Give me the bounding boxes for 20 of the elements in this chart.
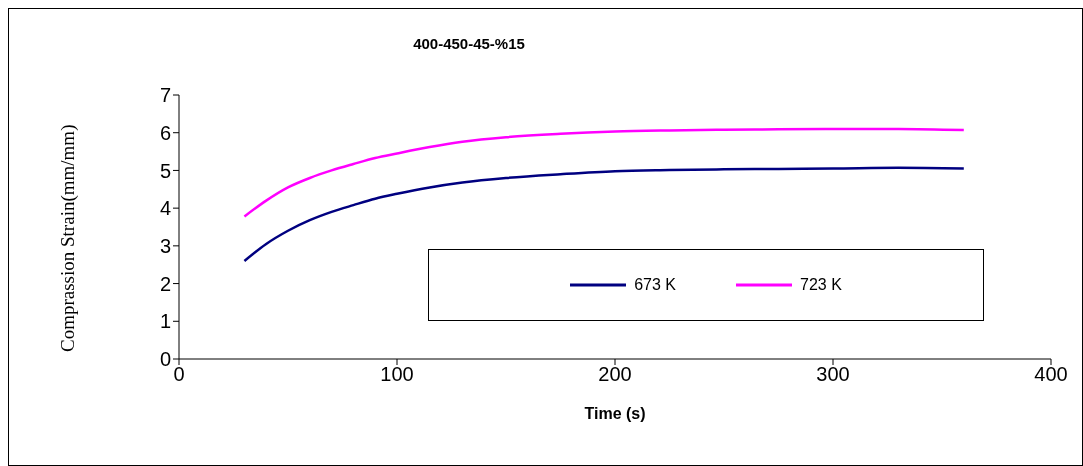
chart-title: 400-450-45-%15: [412, 35, 526, 52]
x-tick-label: 0: [173, 363, 185, 386]
x-tick-label: 300: [816, 363, 850, 386]
y-tick-label: 5: [159, 159, 171, 182]
y-tick-label: 1: [159, 310, 171, 333]
x-tick-label: 200: [598, 363, 632, 386]
y-tick-label: 2: [159, 272, 171, 295]
x-axis-title: Time (s): [584, 405, 646, 422]
y-tick-label: 6: [159, 121, 171, 144]
legend-label: 723 K: [799, 276, 842, 294]
y-tick-label: 7: [159, 84, 171, 107]
x-tick-label: 100: [380, 363, 414, 386]
x-tick-label: 400: [1034, 363, 1068, 386]
line-series: [243, 127, 966, 218]
y-tick-label: 4: [159, 197, 171, 220]
legend-label: 673 K: [633, 276, 676, 294]
line-series: [243, 166, 966, 263]
y-tick-label: 3: [159, 234, 171, 257]
y-tick-label: 0: [159, 348, 171, 371]
y-axis-title: Comprassion Strain(mm/mm): [56, 124, 79, 352]
